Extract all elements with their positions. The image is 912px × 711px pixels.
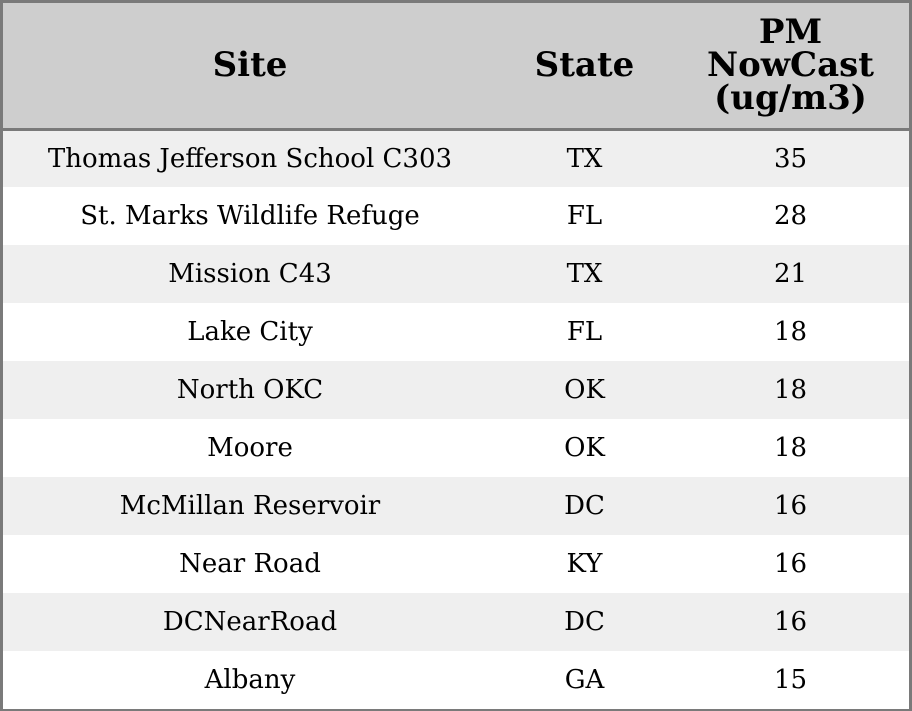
table-row: DCNearRoad DC 16 bbox=[3, 593, 909, 651]
table-row: North OKC OK 18 bbox=[3, 361, 909, 419]
pm-value-cell: 15 bbox=[773, 665, 808, 695]
header-pm-line-1: PM bbox=[758, 11, 823, 52]
pm-value-cell: 16 bbox=[773, 607, 808, 637]
table-row: Moore OK 18 bbox=[3, 419, 909, 477]
pm-value-cell: 28 bbox=[773, 201, 808, 231]
site-cell: McMillan Reservoir bbox=[119, 491, 381, 521]
site-cell: Moore bbox=[207, 433, 293, 463]
state-cell: FL bbox=[566, 317, 603, 347]
state-cell: TX bbox=[566, 143, 603, 174]
table-row: St. Marks Wildlife Refuge FL 28 bbox=[3, 187, 909, 245]
header-row: Site State PM NowCast (ug/m3) bbox=[3, 3, 909, 131]
pm-value-cell: 16 bbox=[773, 491, 808, 521]
pm-value-cell: 18 bbox=[773, 317, 808, 347]
header-state-text: State bbox=[534, 44, 635, 85]
site-cell: Albany bbox=[204, 665, 296, 695]
table-row: Mission C43 TX 21 bbox=[3, 245, 909, 303]
pm-value-cell: 18 bbox=[773, 375, 808, 405]
site-cell: Mission C43 bbox=[168, 259, 332, 289]
state-cell: DC bbox=[564, 607, 605, 637]
header-pm-line-2: NowCast bbox=[707, 44, 874, 85]
table-body: Thomas Jefferson School C303 TX 35 St. Mark… bbox=[3, 129, 909, 709]
pm-value-cell: 35 bbox=[773, 143, 808, 174]
site-cell: DCNearRoad bbox=[162, 607, 338, 637]
header-pm-nowcast: PM NowCast (ug/m3) bbox=[672, 3, 909, 131]
state-cell: DC bbox=[564, 491, 605, 521]
state-cell: GA bbox=[564, 665, 605, 695]
header-site-text: Site bbox=[212, 44, 288, 85]
header-site: Site bbox=[3, 3, 497, 131]
site-cell: Thomas Jefferson School C303 bbox=[47, 143, 453, 174]
header-state: State bbox=[497, 3, 672, 131]
state-cell: OK bbox=[564, 433, 605, 463]
site-cell: North OKC bbox=[176, 375, 324, 405]
state-cell: OK bbox=[564, 375, 605, 405]
table-row: Albany GA 15 bbox=[3, 651, 909, 709]
state-cell: TX bbox=[566, 259, 603, 289]
table-row: McMillan Reservoir DC 16 bbox=[3, 477, 909, 535]
table-row: Thomas Jefferson School C303 TX 35 bbox=[3, 129, 909, 187]
pm-value-cell: 16 bbox=[773, 549, 808, 579]
state-cell: KY bbox=[566, 549, 603, 579]
site-cell: Lake City bbox=[187, 317, 313, 347]
pm-nowcast-table: Site State PM NowCast (ug/m3) Thomas Jef… bbox=[3, 3, 909, 709]
pm-value-cell: 18 bbox=[773, 433, 808, 463]
table-row: Near Road KY 16 bbox=[3, 535, 909, 593]
header-pm-line-3: (ug/m3) bbox=[714, 77, 867, 118]
table-header: Site State PM NowCast (ug/m3) bbox=[3, 3, 909, 131]
site-cell: St. Marks Wildlife Refuge bbox=[80, 201, 420, 231]
pm-value-cell: 21 bbox=[773, 259, 808, 289]
site-cell: Near Road bbox=[179, 549, 321, 579]
table-row: Lake City FL 18 bbox=[3, 303, 909, 361]
state-cell: FL bbox=[566, 201, 603, 231]
